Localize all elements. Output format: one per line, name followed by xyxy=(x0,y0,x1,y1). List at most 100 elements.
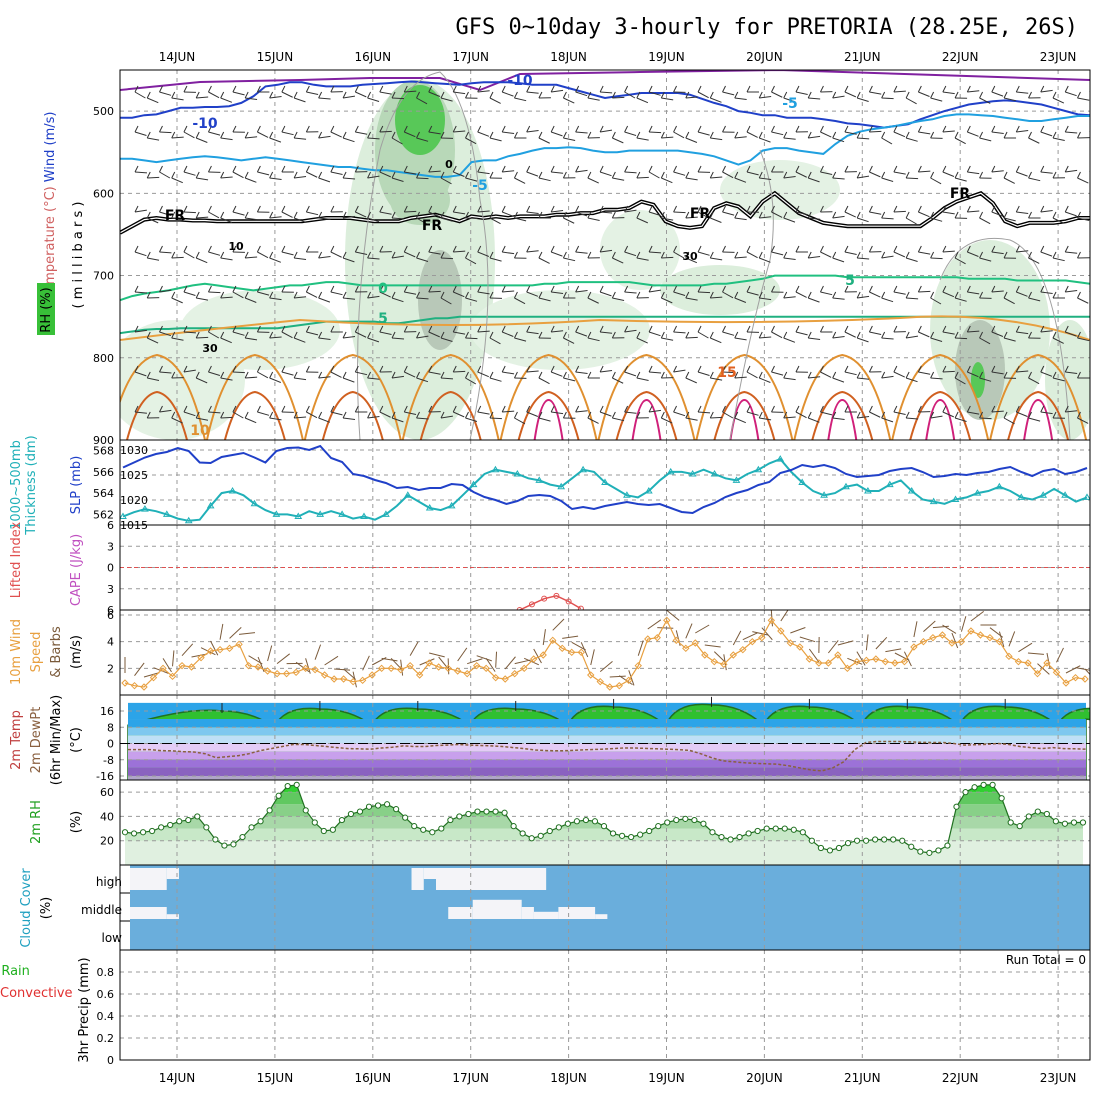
upper-wind-barb xyxy=(306,411,318,419)
upper-wind-barb-flag xyxy=(697,325,702,333)
rh-point xyxy=(510,823,517,830)
rh-point xyxy=(374,802,382,809)
upper-wind-barb xyxy=(208,251,221,256)
wind-speed-point xyxy=(910,643,918,651)
cloud-middle-block xyxy=(595,914,608,919)
upper-wind-barb-flag xyxy=(367,331,372,339)
upper-wind-barb xyxy=(514,97,527,102)
upper-wind-barb xyxy=(1003,97,1016,102)
upper-wind-barb-flag xyxy=(1077,331,1081,339)
upper-wind-barb xyxy=(905,137,918,142)
upper-wind-barb xyxy=(624,131,637,136)
upper-wind-barb xyxy=(502,91,514,97)
thickness-line-point xyxy=(1083,493,1090,500)
upper-wind-barb-flag xyxy=(832,251,837,259)
upper-wind-barb xyxy=(355,251,368,255)
upper-wind-barb xyxy=(428,251,441,255)
upper-wind-barb-flag xyxy=(416,211,420,219)
upper-wind-barb xyxy=(600,211,613,214)
wind-barb xyxy=(210,640,219,656)
upper-wind-barb-flag xyxy=(1052,371,1057,379)
wind-speed-point xyxy=(225,644,234,653)
upper-wind-barb-flag xyxy=(966,365,971,373)
upper-wind-barb xyxy=(330,371,342,378)
wind-barb xyxy=(1027,652,1044,655)
upper-wind-barb-flag xyxy=(868,85,873,93)
thickness-line-point xyxy=(732,476,741,483)
upper-wind-barb-flag xyxy=(354,325,359,333)
upper-wind-barb-flag xyxy=(1052,91,1057,99)
upper-wind-barb xyxy=(771,331,783,339)
upper-wind-barb xyxy=(391,255,404,259)
cloud-high-block xyxy=(130,868,167,890)
upper-wind-barb xyxy=(918,251,931,255)
upper-wind-barb-flag xyxy=(403,165,408,173)
upper-wind-barb xyxy=(893,90,906,93)
upper-wind-barb xyxy=(918,170,931,173)
upper-wind-barb-flag xyxy=(709,371,714,379)
upper-wind-barb xyxy=(979,337,991,345)
rh-point xyxy=(817,844,825,852)
upper-wind-barb-flag xyxy=(403,205,408,213)
wind-speed-point xyxy=(539,651,547,659)
upper-wind-barb-flag xyxy=(893,245,898,253)
upper-wind-barb xyxy=(1089,211,1090,213)
upper-wind-barb xyxy=(783,416,796,419)
wind-speed-point xyxy=(425,659,433,667)
wind-speed-point xyxy=(957,637,966,646)
upper-wind-barb-flag xyxy=(477,325,482,333)
upper-wind-barb-flag xyxy=(734,291,739,299)
temp-band-lower xyxy=(128,727,1086,736)
upper-wind-barb-flag xyxy=(832,411,837,419)
day-label-bottom: 18JUN xyxy=(550,1071,587,1085)
upper-wind-barb xyxy=(673,211,686,214)
upper-wind-barb-flag xyxy=(354,85,359,93)
rh-point xyxy=(944,842,951,849)
upper-wind-barb-flag xyxy=(513,291,518,299)
upper-wind-barb-flag xyxy=(709,331,714,339)
upper-wind-barb-flag xyxy=(881,211,886,219)
upper-wind-barb xyxy=(575,331,588,337)
upper-wind-barb-flag xyxy=(305,205,310,213)
upper-wind-barb-flag xyxy=(746,405,751,413)
rh-point xyxy=(609,830,617,837)
upper-wind-barb xyxy=(330,411,343,416)
thickness-line-point xyxy=(250,499,259,507)
upper-wind-barb-flag xyxy=(183,85,188,93)
upper-wind-barb xyxy=(183,331,196,334)
rh-point xyxy=(1079,819,1087,826)
upper-wind-barb-flag xyxy=(758,91,763,99)
upper-wind-barb xyxy=(318,417,330,423)
upper-wind-barb-flag xyxy=(318,331,323,339)
upper-wind-barb xyxy=(1077,297,1089,304)
rh-point xyxy=(365,803,373,810)
upper-wind-barb xyxy=(955,337,968,340)
upper-wind-barb-flag xyxy=(783,331,788,339)
upper-wind-barb xyxy=(649,131,662,134)
upper-wind-barb-flag xyxy=(489,131,494,139)
upper-wind-barb xyxy=(477,171,490,175)
upper-wind-barb xyxy=(196,96,209,99)
upper-wind-barb-flag xyxy=(954,131,959,139)
upper-wind-barb-flag xyxy=(587,171,592,179)
thickness-line-point xyxy=(864,487,872,494)
upper-wind-barb-flag xyxy=(134,285,139,293)
rh-point xyxy=(429,829,436,836)
upper-wind-barb-flag xyxy=(868,405,873,413)
panel-frames xyxy=(119,69,1091,1061)
wind-barb xyxy=(865,634,869,651)
wind-speed-point xyxy=(453,667,462,675)
upper-wind-barb-flag xyxy=(979,171,984,179)
upper-wind-barb xyxy=(294,377,307,381)
day-label-bottom: 23JUN xyxy=(1040,1071,1077,1085)
upper-wind-barb-flag xyxy=(293,131,298,139)
li-line xyxy=(519,595,582,610)
rh-point xyxy=(185,816,192,824)
upper-temp-label: Temperature (°C) xyxy=(43,186,58,299)
upper-wind-barb-flag xyxy=(330,365,335,373)
upper-wind-barb-flag xyxy=(807,371,812,379)
upper-unit-label: ( m i l l i b a r s ) xyxy=(71,202,86,309)
upper-wind-barb-flag xyxy=(1040,245,1045,253)
upper-wind-barb-flag xyxy=(660,251,665,259)
cloud-low-label: low xyxy=(102,931,123,945)
